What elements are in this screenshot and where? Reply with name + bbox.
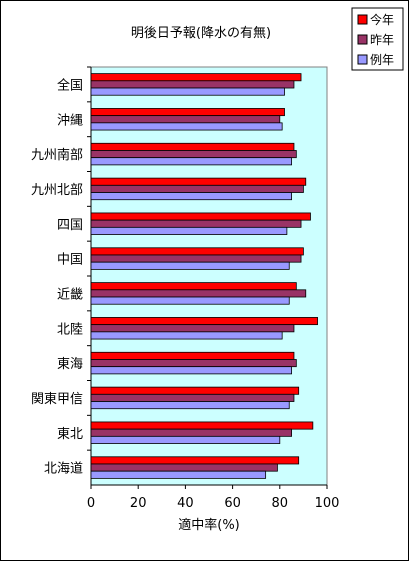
category-label: 東海 [57,356,83,372]
x-tick-label: 40 [177,496,194,511]
bar-9-series-1 [90,351,295,360]
bar-4-series-2 [90,184,304,193]
bar-7-series-2 [90,289,307,298]
bar-2-series-3 [90,122,283,131]
bar-3-series-1 [90,142,295,151]
bar-6-series-1 [90,247,304,256]
chart-title: 明後日予報(降水の有無) [131,26,271,41]
category-label: 九州南部 [31,147,83,163]
bar-7-series-3 [90,296,290,305]
bar-8-series-1 [90,317,318,326]
bar-1-series-1 [90,73,302,82]
bar-4-series-3 [90,192,293,201]
bar-1-series-3 [90,87,285,96]
x-tick-label: 80 [272,496,289,511]
bar-8-series-2 [90,324,295,333]
bar-4-series-1 [90,177,307,186]
bar-8-series-3 [90,331,283,340]
bar-3-series-2 [90,150,297,159]
bar-3-series-3 [90,157,293,166]
x-axis-label: 適中率(%) [178,517,240,533]
category-label: 関東甲信 [31,391,83,407]
category-label: 北陸 [57,321,83,337]
bar-12-series-1 [90,456,300,465]
bar-11-series-3 [90,435,281,444]
bar-11-series-2 [90,428,293,437]
bar-5-series-2 [90,219,302,228]
bar-11-series-1 [90,421,314,430]
category-label: 中国 [57,253,83,268]
category-label: 九州北部 [31,183,83,198]
bar-6-series-3 [90,261,290,270]
bar-10-series-3 [90,401,290,410]
bar-12-series-2 [90,463,278,472]
bar-9-series-2 [90,359,297,368]
bar-7-series-1 [90,282,297,291]
category-label: 北海道 [44,462,83,477]
bar-10-series-2 [90,393,295,402]
legend-swatch [357,14,368,25]
bar-12-series-3 [90,470,267,479]
x-tick-label: 100 [315,496,340,511]
category-label: 全国 [57,77,83,93]
bar-6-series-2 [90,254,302,263]
bar-2-series-1 [90,108,285,117]
x-tick-label: 20 [130,496,147,511]
legend-label: 例年 [370,53,394,67]
category-label: 近畿 [57,287,83,302]
bar-10-series-1 [90,386,300,395]
bar-2-series-2 [90,115,281,124]
bar-5-series-1 [90,212,311,221]
bar-5-series-3 [90,226,288,235]
x-tick-label: 60 [224,496,241,511]
category-label: 四国 [57,218,83,233]
bar-1-series-2 [90,80,295,89]
category-label: 東北 [57,426,83,442]
legend-label: 昨年 [370,33,394,47]
x-tick-label: 0 [87,496,95,511]
legend-swatch [357,54,368,65]
plot-area [90,66,328,486]
legend-swatch [357,34,368,45]
category-label: 沖縄 [57,113,83,128]
legend-label: 今年 [370,12,394,27]
bar-9-series-3 [90,366,293,375]
